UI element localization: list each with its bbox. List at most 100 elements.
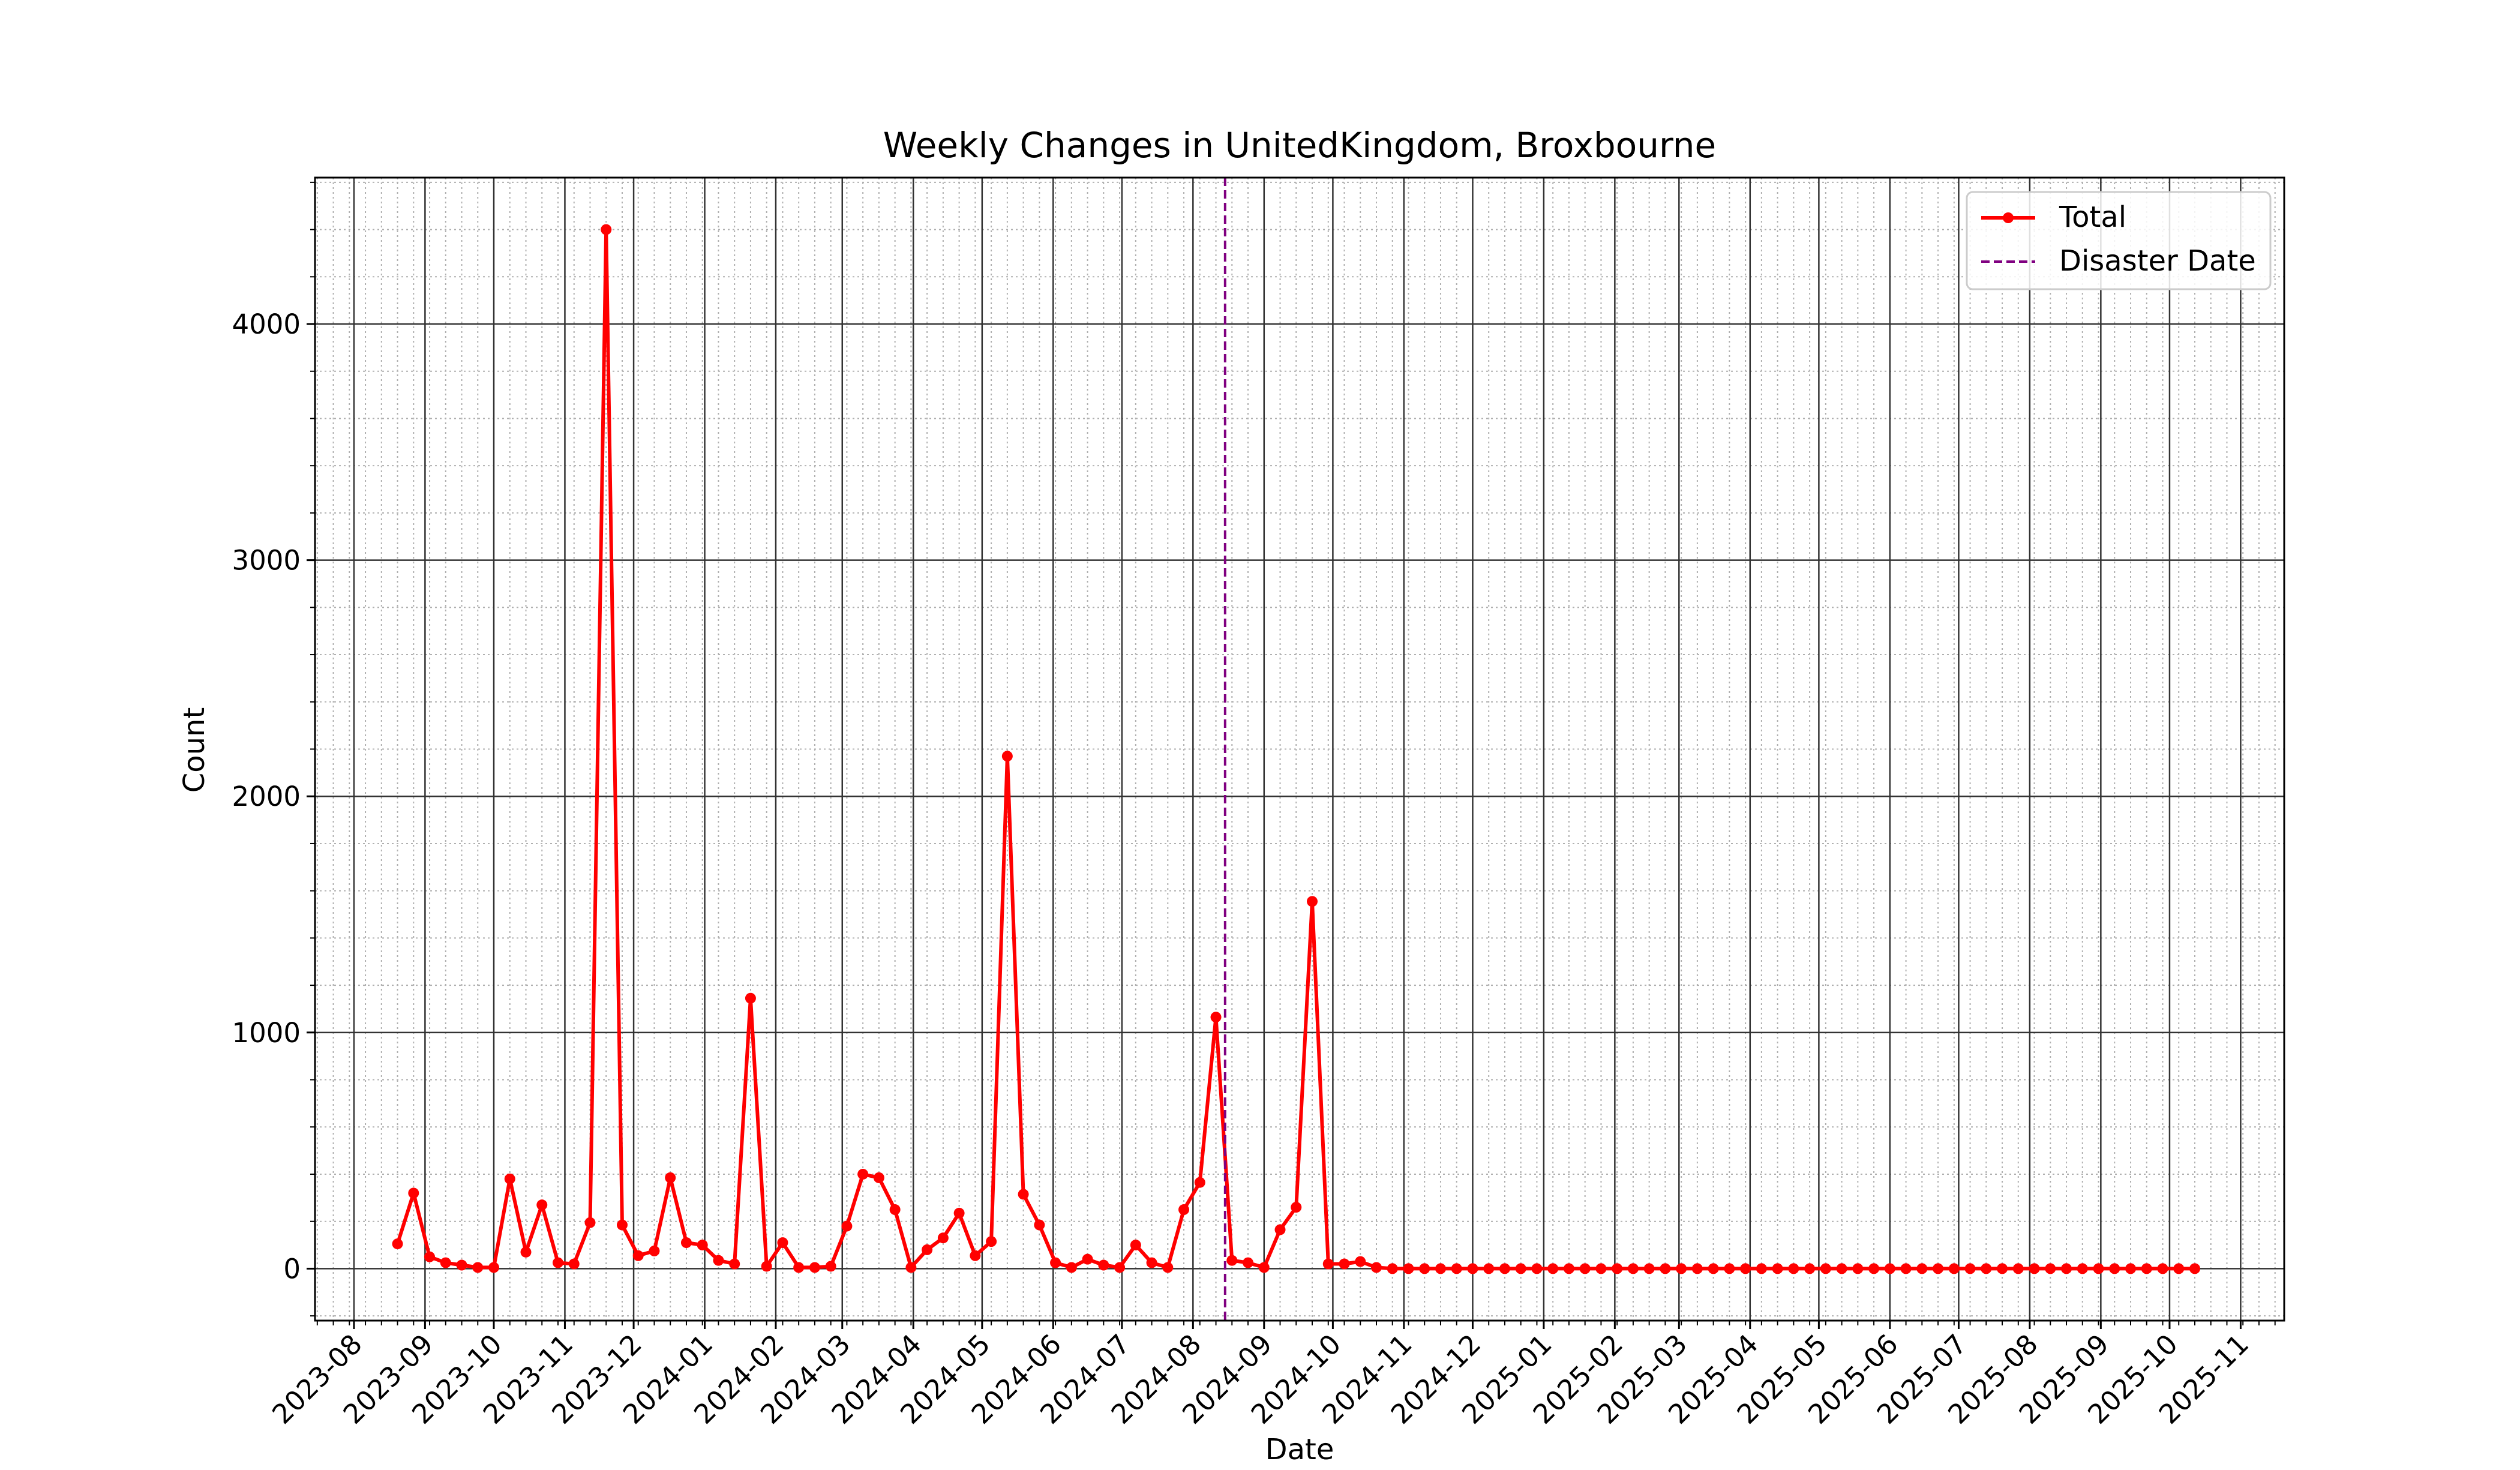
total-data-point <box>857 1168 869 1180</box>
total-data-point <box>2093 1263 2104 1274</box>
total-data-point <box>1098 1259 1109 1271</box>
total-data-point <box>713 1255 724 1266</box>
total-data-point <box>1676 1263 1687 1274</box>
total-data-point <box>408 1187 419 1199</box>
total-data-point <box>440 1257 451 1268</box>
total-data-point <box>1194 1177 1205 1188</box>
total-data-point <box>1419 1263 1430 1274</box>
total-data-point <box>1258 1262 1270 1273</box>
total-data-point <box>568 1258 580 1270</box>
total-data-point <box>1322 1258 1334 1270</box>
total-data-point <box>1018 1189 1029 1200</box>
total-data-point <box>1291 1202 1302 1213</box>
total-data-point <box>1066 1262 1077 1273</box>
total-data-point <box>2173 1263 2185 1274</box>
total-data-point <box>1467 1263 1478 1274</box>
total-data-point <box>1660 1263 1671 1274</box>
y-tick-label: 1000 <box>232 1017 301 1049</box>
total-data-point <box>1435 1263 1446 1274</box>
total-data-point <box>1531 1263 1543 1274</box>
total-data-point <box>1563 1263 1574 1274</box>
legend-disaster-label: Disaster Date <box>2059 244 2256 278</box>
total-data-point <box>472 1262 484 1273</box>
total-data-point <box>1612 1263 1623 1274</box>
total-data-point <box>1146 1257 1157 1268</box>
total-data-point <box>1034 1219 1045 1231</box>
total-data-point <box>1499 1263 1510 1274</box>
total-data-point <box>1403 1263 1414 1274</box>
major-grid <box>315 178 2284 1321</box>
total-data-point <box>1274 1224 1286 1235</box>
total-data-point <box>1226 1255 1238 1266</box>
total-data-point <box>488 1262 500 1273</box>
total-data-point <box>536 1199 548 1211</box>
total-data-point <box>1370 1262 1382 1273</box>
total-data-point <box>1595 1263 1607 1274</box>
total-data-point <box>777 1237 788 1249</box>
y-tick-label: 3000 <box>232 545 301 577</box>
y-axis: 0 1000 2000 3000 4000 <box>232 181 315 1317</box>
total-data-point <box>809 1262 820 1273</box>
total-data-point <box>825 1261 836 1272</box>
total-data-point <box>1708 1263 1719 1274</box>
total-data-point <box>1788 1263 1799 1274</box>
total-data-point <box>1804 1263 1816 1274</box>
total-data-point <box>1243 1257 1254 1268</box>
total-data-point <box>1355 1256 1366 1267</box>
total-data-point <box>745 992 756 1004</box>
total-data-point <box>2061 1263 2072 1274</box>
total-data-point <box>2109 1263 2120 1274</box>
total-data-point <box>1210 1012 1222 1023</box>
total-data-point <box>601 224 612 235</box>
total-data-point <box>905 1262 917 1273</box>
total-data-point <box>2077 1263 2088 1274</box>
total-data-point <box>1852 1263 1864 1274</box>
total-data-point <box>841 1220 853 1232</box>
total-data-point <box>584 1217 596 1228</box>
total-data-point <box>2045 1263 2056 1274</box>
total-data-point <box>1740 1263 1751 1274</box>
total-data-point <box>2189 1263 2200 1274</box>
total-data-point <box>1387 1263 1398 1274</box>
total-data-point <box>2125 1263 2137 1274</box>
total-data-point <box>1724 1263 1735 1274</box>
total-data-point <box>456 1259 467 1271</box>
total-data-point <box>1515 1263 1526 1274</box>
total-data-point <box>552 1257 563 1268</box>
total-data-point <box>1178 1204 1190 1216</box>
total-data-point <box>1339 1258 1350 1270</box>
total-data-point <box>1756 1263 1767 1274</box>
x-axis-label: Date <box>1265 1433 1334 1466</box>
legend-total-marker <box>2003 212 2014 223</box>
total-data-point <box>1483 1263 1495 1274</box>
total-data-point <box>1772 1263 1783 1274</box>
total-data-point <box>424 1251 436 1262</box>
total-data-point <box>1547 1263 1559 1274</box>
total-data-point <box>1836 1263 1847 1274</box>
plot-series <box>392 178 2200 1321</box>
total-data-point <box>889 1204 901 1216</box>
y-tick-label: 2000 <box>232 781 301 812</box>
total-data-point <box>697 1240 708 1251</box>
total-data-point <box>873 1172 884 1183</box>
total-data-point <box>1948 1263 1960 1274</box>
total-data-point <box>1130 1240 1141 1251</box>
total-data-point <box>970 1250 981 1261</box>
total-data-point <box>1997 1263 2008 1274</box>
total-data-point <box>1964 1263 1976 1274</box>
total-data-point <box>1162 1262 1174 1273</box>
total-data-point <box>2029 1263 2040 1274</box>
total-data-point <box>632 1250 644 1261</box>
total-data-point <box>680 1237 692 1249</box>
total-data-point <box>953 1207 965 1219</box>
total-data-point <box>392 1238 403 1250</box>
total-data-point <box>1451 1263 1462 1274</box>
total-data-point <box>2157 1263 2168 1274</box>
total-data-point <box>793 1262 805 1273</box>
total-data-point <box>665 1172 676 1183</box>
legend-box <box>1966 191 2272 290</box>
total-data-point <box>1820 1263 1831 1274</box>
total-data-point <box>649 1245 660 1256</box>
total-data-point <box>937 1232 949 1244</box>
